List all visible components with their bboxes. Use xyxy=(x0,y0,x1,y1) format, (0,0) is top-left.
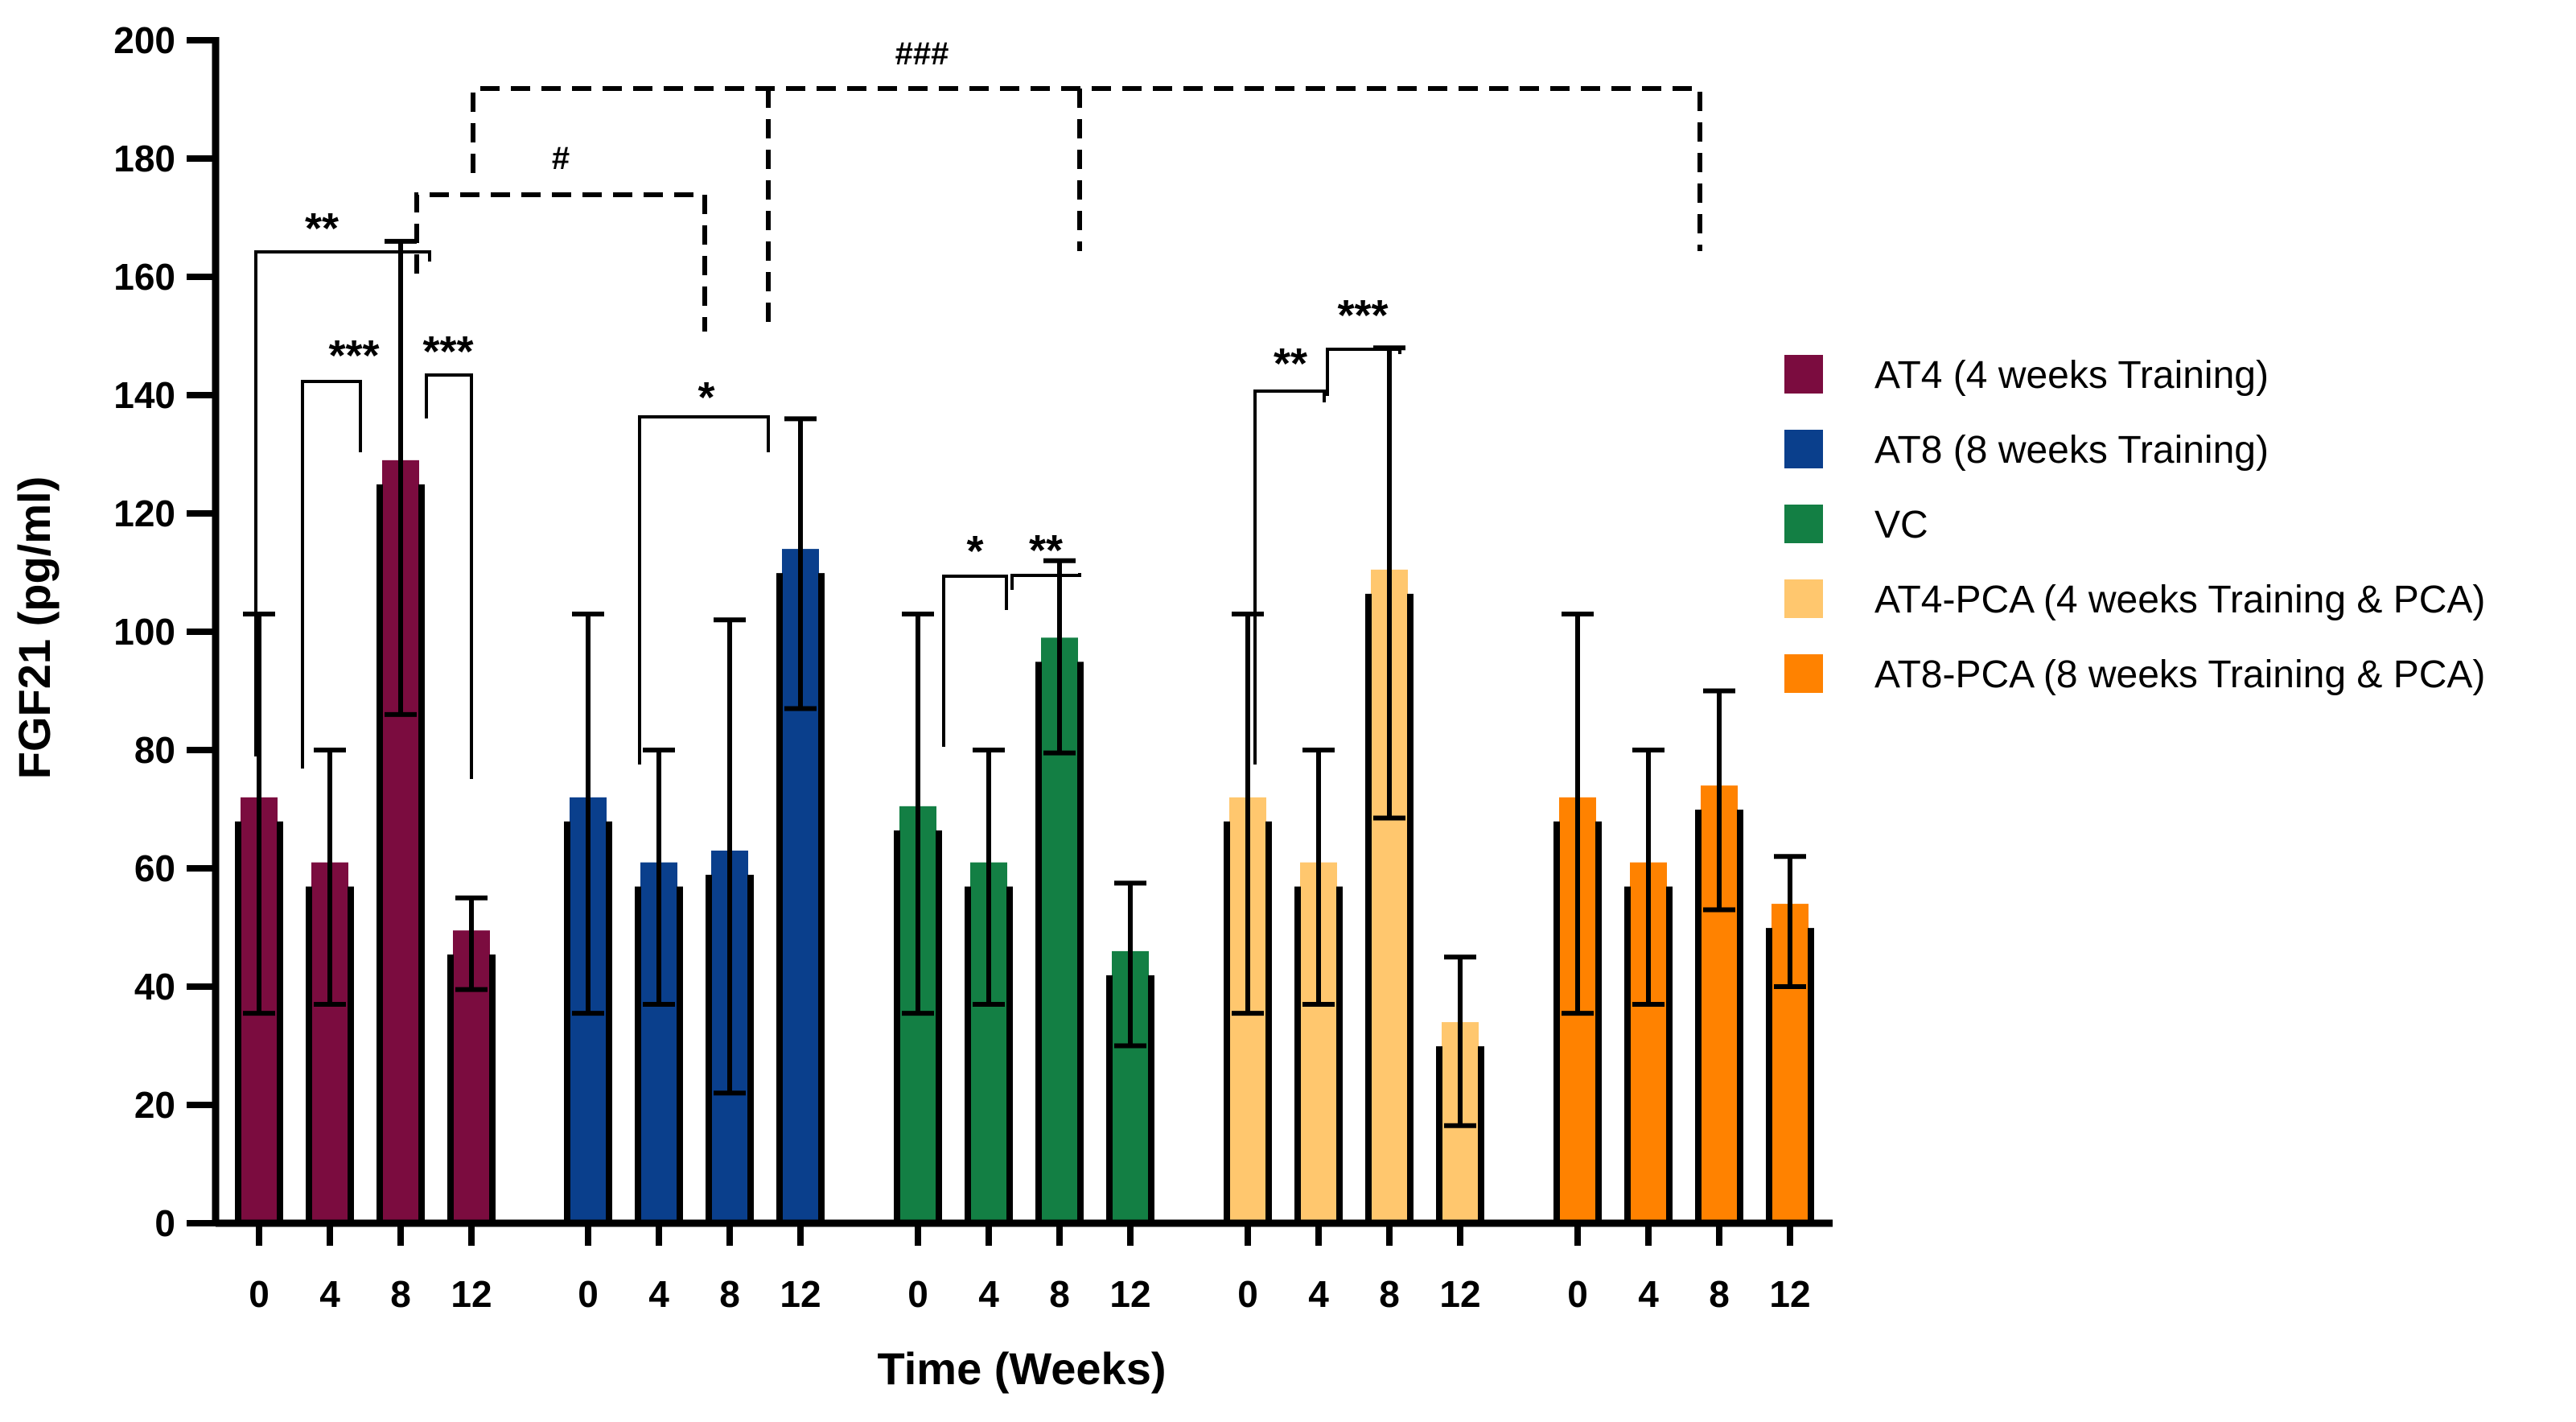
bracket-at4-8-vs-12 xyxy=(425,373,473,779)
bracket-at4-4-vs-8 xyxy=(301,380,362,769)
significance-label: * xyxy=(966,527,983,575)
x-tick-label: 8 xyxy=(390,1273,411,1315)
y-tick-label: 40 xyxy=(134,966,175,1008)
x-tick-label: 0 xyxy=(1237,1273,1258,1315)
x-tick-label: 12 xyxy=(1439,1273,1480,1315)
bracket-at8pca-compare xyxy=(471,86,1702,251)
error-bars-layer xyxy=(243,238,1806,1128)
bracket-at8-4-vs-12 xyxy=(638,415,770,765)
x-tick-label: 8 xyxy=(719,1273,740,1315)
legend-label: AT4-PCA (4 weeks Training & PCA) xyxy=(1874,579,2485,621)
legend-label: VC xyxy=(1874,504,1928,546)
y-tick-label: 180 xyxy=(113,138,175,179)
y-tick-label: 80 xyxy=(134,729,175,771)
bracket-at4pca-0-vs-4 xyxy=(1253,390,1326,765)
legend-swatch xyxy=(1784,355,1823,394)
significance-label: ** xyxy=(1274,340,1307,388)
bracket-at4-0-vs-8 xyxy=(254,250,431,756)
y-tick-label: 200 xyxy=(113,19,175,61)
legend-label: AT8-PCA (8 weeks Training & PCA) xyxy=(1874,653,2485,696)
x-tick-label: 4 xyxy=(648,1273,669,1315)
x-tick-label: 0 xyxy=(907,1273,928,1315)
x-tick-label: 8 xyxy=(1379,1273,1400,1315)
bracket-vc-4-vs-8 xyxy=(1010,573,1081,590)
y-tick-label: 100 xyxy=(113,611,175,653)
legend-swatch xyxy=(1784,430,1823,468)
x-tick-label: 4 xyxy=(978,1273,999,1315)
significance-label: ** xyxy=(1029,526,1063,575)
bracket-vc-0-vs-4 xyxy=(942,575,1008,747)
x-tick-label: 0 xyxy=(249,1273,270,1315)
significance-annotations: ***** ***** *******#### xyxy=(254,36,1702,779)
x-tick-label: 8 xyxy=(1049,1273,1070,1315)
x-axis-title: Time (Weeks) xyxy=(878,1343,1167,1394)
y-tick-label: 160 xyxy=(113,256,175,298)
legend-label: AT8 (8 weeks Training) xyxy=(1874,429,2269,472)
y-tick-label: 60 xyxy=(134,847,175,889)
significance-label: *** xyxy=(1337,291,1388,340)
legend-swatch xyxy=(1784,579,1823,618)
significance-label: ### xyxy=(895,36,949,72)
y-tick-label: 20 xyxy=(134,1084,175,1126)
x-tick-label: 12 xyxy=(1109,1273,1150,1315)
significance-label: *** xyxy=(328,332,379,380)
x-tick-label: 4 xyxy=(1308,1273,1329,1315)
legend-swatch xyxy=(1784,654,1823,693)
significance-label: # xyxy=(552,141,570,176)
significance-label: ** xyxy=(305,204,339,253)
significance-label: *** xyxy=(422,328,473,376)
x-tick-label: 4 xyxy=(319,1273,340,1315)
x-tick-label: 0 xyxy=(578,1273,599,1315)
y-tick-label: 0 xyxy=(154,1202,175,1244)
y-tick-label: 120 xyxy=(113,493,175,534)
x-tick-label: 8 xyxy=(1709,1273,1730,1315)
bracket-at4-8-vs-at8-8 xyxy=(414,192,707,332)
legend-swatch xyxy=(1784,505,1823,543)
x-tick-label: 0 xyxy=(1567,1273,1588,1315)
x-tick-label: 12 xyxy=(780,1273,821,1315)
bracket-at4pca-4-vs-8 xyxy=(1326,348,1401,396)
y-tick-label: 140 xyxy=(113,374,175,416)
significance-label: * xyxy=(697,373,714,422)
legend-label: AT4 (4 weeks Training) xyxy=(1874,354,2269,397)
x-tick-label: 12 xyxy=(1769,1273,1810,1315)
x-tick-label: 12 xyxy=(451,1273,492,1315)
legend: AT4 (4 weeks Training) AT8 (8 weeks Train… xyxy=(1784,354,2485,696)
x-tick-label: 4 xyxy=(1638,1273,1659,1315)
y-axis-title: FGF21 (pg/ml) xyxy=(9,476,60,779)
